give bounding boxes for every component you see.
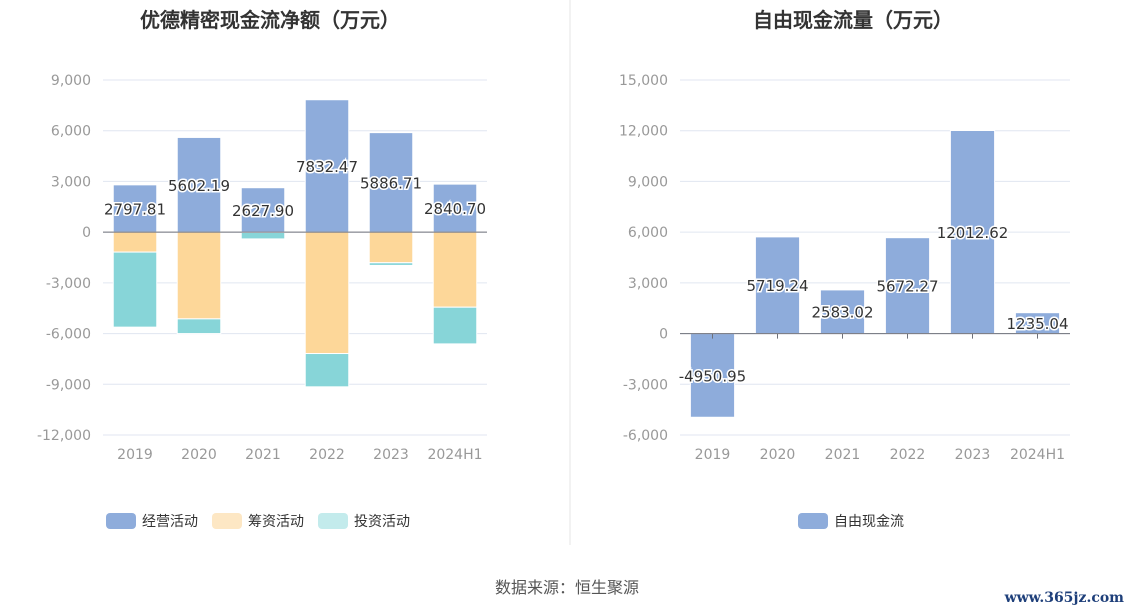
legend-swatch	[798, 513, 828, 529]
legend-item[interactable]: 经营活动	[106, 511, 198, 531]
watermark: www.365jz.com	[1004, 590, 1124, 606]
y-tick-label: 3,000	[628, 276, 668, 292]
bar-投资活动	[112, 251, 158, 328]
bar-投资活动	[240, 231, 286, 240]
legend-label: 自由现金流	[834, 514, 904, 530]
bar-经营活动	[304, 99, 350, 233]
bar-经营活动	[240, 187, 286, 233]
y-tick-label: 15,000	[619, 73, 668, 89]
y-tick-label: 0	[82, 225, 91, 241]
y-tick-label: -3,000	[46, 276, 91, 292]
data-label: 5672.27	[876, 278, 938, 296]
bar-自由现金流	[689, 333, 736, 418]
y-tick-label: -9,000	[46, 377, 91, 393]
legend-label: 投资活动	[354, 514, 410, 530]
legend-item[interactable]: 筹资活动	[212, 511, 304, 531]
bar-投资活动	[432, 306, 478, 345]
data-label: 2840.70	[424, 200, 486, 218]
x-tick-label: 2023	[373, 447, 409, 463]
legend-swatch	[212, 513, 242, 529]
y-tick-label: -6,000	[623, 428, 668, 444]
bar-经营活动	[176, 136, 222, 233]
bar-自由现金流	[949, 130, 996, 335]
data-source: 数据来源：恒生聚源	[494, 578, 639, 597]
y-tick-label: 6,000	[51, 124, 91, 140]
y-tick-label: 6,000	[628, 225, 668, 241]
x-tick-label: 2020	[181, 447, 217, 463]
data-label: 5602.19	[168, 177, 230, 195]
y-tick-label: -3,000	[623, 377, 668, 393]
bar-投资活动	[304, 353, 350, 388]
right-legend: 自由现金流	[798, 511, 904, 531]
bar-自由现金流	[884, 237, 931, 335]
x-tick-label: 2023	[955, 447, 991, 463]
bar-筹资活动	[432, 231, 478, 308]
x-tick-label: 2024H1	[427, 447, 482, 463]
y-tick-label: 3,000	[51, 174, 91, 190]
y-tick-label: 9,000	[628, 174, 668, 190]
data-label: -4950.95	[679, 367, 746, 385]
left-legend: 经营活动 筹资活动 投资活动	[106, 511, 410, 531]
legend-label: 筹资活动	[248, 514, 304, 530]
bar-投资活动	[368, 262, 414, 266]
bar-投资活动	[176, 318, 222, 335]
data-label: 2797.81	[104, 200, 166, 218]
bar-筹资活动	[176, 231, 222, 320]
legend-label: 经营活动	[142, 514, 198, 530]
x-tick-label: 2019	[695, 447, 731, 463]
legend-swatch	[106, 513, 136, 529]
data-label: 2583.02	[811, 304, 873, 322]
y-tick-label: -6,000	[46, 327, 91, 343]
y-tick-label: 9,000	[51, 73, 91, 89]
right-chart-title: 自由现金流量（万元）	[753, 8, 953, 32]
data-label: 7832.47	[296, 158, 358, 176]
x-tick-label: 2021	[245, 447, 281, 463]
data-label: 1235.04	[1006, 315, 1068, 333]
legend-item[interactable]: 投资活动	[318, 511, 410, 531]
bar-经营活动	[112, 184, 158, 233]
x-tick-label: 2021	[825, 447, 861, 463]
y-tick-label: 12,000	[619, 124, 668, 140]
legend-swatch	[318, 513, 348, 529]
legend-item[interactable]: 自由现金流	[798, 511, 904, 531]
bar-筹资活动	[368, 231, 414, 264]
left-chart-title: 优德精密现金流净额（万元）	[140, 8, 400, 32]
data-label: 12012.62	[937, 224, 1009, 242]
bar-筹资活动	[112, 231, 158, 253]
data-label: 2627.90	[232, 202, 294, 220]
y-tick-label: -12,000	[37, 428, 91, 444]
bar-经营活动	[432, 183, 478, 233]
data-label: 5719.24	[746, 277, 808, 295]
bar-筹资活动	[304, 231, 350, 355]
x-tick-label: 2022	[309, 447, 345, 463]
x-tick-label: 2024H1	[1010, 447, 1065, 463]
data-label: 5886.71	[360, 174, 422, 192]
x-tick-label: 2019	[117, 447, 153, 463]
x-tick-label: 2022	[890, 447, 926, 463]
y-tick-label: 0	[659, 327, 668, 343]
x-tick-label: 2020	[760, 447, 796, 463]
